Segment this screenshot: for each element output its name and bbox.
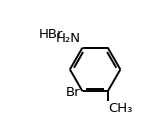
Text: Br: Br [66,86,80,99]
Text: H₂N: H₂N [56,32,80,45]
Text: CH₃: CH₃ [109,102,133,115]
Text: HBr: HBr [39,28,63,41]
